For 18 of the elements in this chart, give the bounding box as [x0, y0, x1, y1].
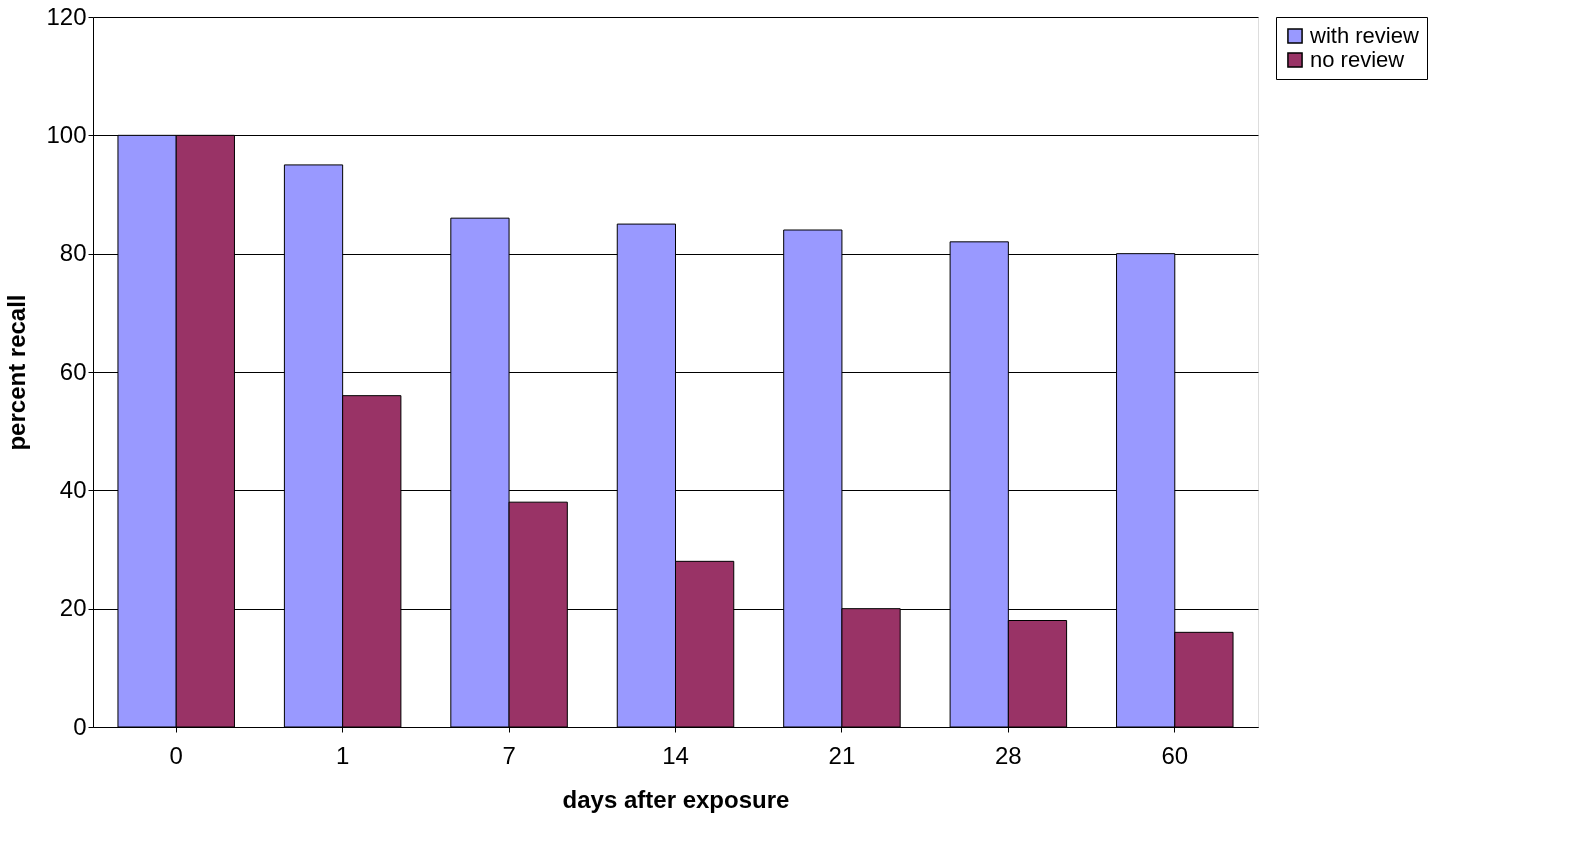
legend-label: with review — [1309, 23, 1419, 48]
y-tick-label: 20 — [59, 594, 87, 622]
y-tick-label: 40 — [59, 475, 87, 503]
x-tick-label: 7 — [502, 741, 516, 769]
legend-label: no review — [1310, 47, 1405, 72]
x-tick-label: 21 — [828, 741, 856, 769]
x-tick-label: 1 — [335, 741, 350, 769]
x-tick-label: 28 — [995, 741, 1022, 769]
x-tick-label: 60 — [1161, 741, 1189, 769]
x-tick-label: 0 — [169, 741, 183, 769]
y-tick-label: 100 — [46, 120, 87, 148]
y-tick-label: 60 — [59, 357, 87, 385]
y-tick-label: 120 — [46, 2, 87, 30]
y-axis-title: percent recall — [3, 294, 31, 451]
y-tick-label: 0 — [73, 712, 87, 740]
y-tick-label: 80 — [59, 239, 87, 267]
x-tick-label: 14 — [662, 741, 689, 769]
x-axis-title: days after exposure — [562, 785, 790, 813]
